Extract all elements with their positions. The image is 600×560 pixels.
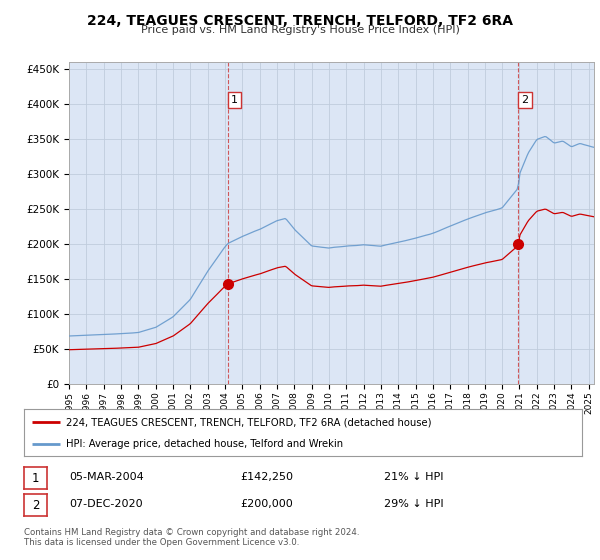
Text: 29% ↓ HPI: 29% ↓ HPI (384, 499, 443, 509)
Text: 2: 2 (32, 498, 39, 512)
Text: 2: 2 (521, 95, 529, 105)
Text: 224, TEAGUES CRESCENT, TRENCH, TELFORD, TF2 6RA: 224, TEAGUES CRESCENT, TRENCH, TELFORD, … (87, 14, 513, 28)
Text: 1: 1 (32, 472, 39, 485)
Text: 224, TEAGUES CRESCENT, TRENCH, TELFORD, TF2 6RA (detached house): 224, TEAGUES CRESCENT, TRENCH, TELFORD, … (66, 417, 431, 427)
Text: HPI: Average price, detached house, Telford and Wrekin: HPI: Average price, detached house, Telf… (66, 438, 343, 449)
Text: £142,250: £142,250 (240, 472, 293, 482)
Text: 21% ↓ HPI: 21% ↓ HPI (384, 472, 443, 482)
Text: 07-DEC-2020: 07-DEC-2020 (69, 499, 143, 509)
Text: £200,000: £200,000 (240, 499, 293, 509)
Text: Contains HM Land Registry data © Crown copyright and database right 2024.
This d: Contains HM Land Registry data © Crown c… (24, 528, 359, 547)
Text: 05-MAR-2004: 05-MAR-2004 (69, 472, 144, 482)
Text: Price paid vs. HM Land Registry's House Price Index (HPI): Price paid vs. HM Land Registry's House … (140, 25, 460, 35)
Text: 1: 1 (232, 95, 238, 105)
